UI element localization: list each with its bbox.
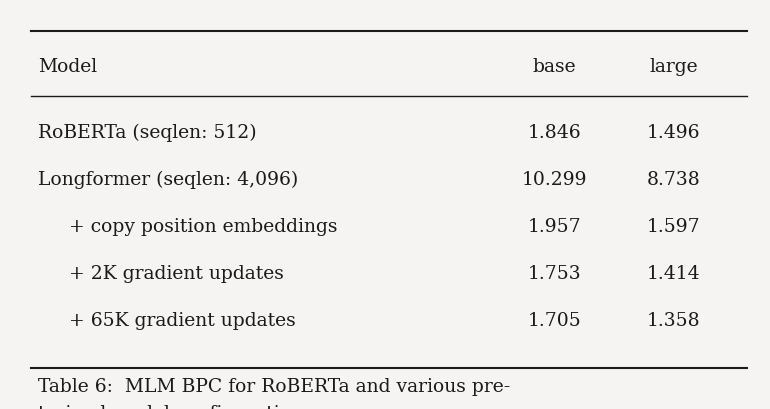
Text: large: large	[649, 58, 698, 76]
Text: Longformer (seqlen: 4,096): Longformer (seqlen: 4,096)	[38, 171, 299, 189]
Text: 1.957: 1.957	[527, 218, 581, 236]
Text: 1.414: 1.414	[647, 265, 701, 283]
Text: Table 6:  MLM BPC for RoBERTa and various pre-
trained model configurations.: Table 6: MLM BPC for RoBERTa and various…	[38, 378, 511, 409]
Text: 1.358: 1.358	[647, 312, 701, 330]
Text: + 65K gradient updates: + 65K gradient updates	[69, 312, 296, 330]
Text: 1.597: 1.597	[647, 218, 701, 236]
Text: 1.705: 1.705	[527, 312, 581, 330]
Text: 1.753: 1.753	[527, 265, 581, 283]
Text: 1.496: 1.496	[647, 124, 701, 142]
Text: 10.299: 10.299	[521, 171, 588, 189]
Text: RoBERTa (seqlen: 512): RoBERTa (seqlen: 512)	[38, 124, 257, 142]
Text: base: base	[533, 58, 576, 76]
Text: Model: Model	[38, 58, 98, 76]
Text: 8.738: 8.738	[647, 171, 701, 189]
Text: + 2K gradient updates: + 2K gradient updates	[69, 265, 284, 283]
Text: + copy position embeddings: + copy position embeddings	[69, 218, 338, 236]
Text: 1.846: 1.846	[527, 124, 581, 142]
